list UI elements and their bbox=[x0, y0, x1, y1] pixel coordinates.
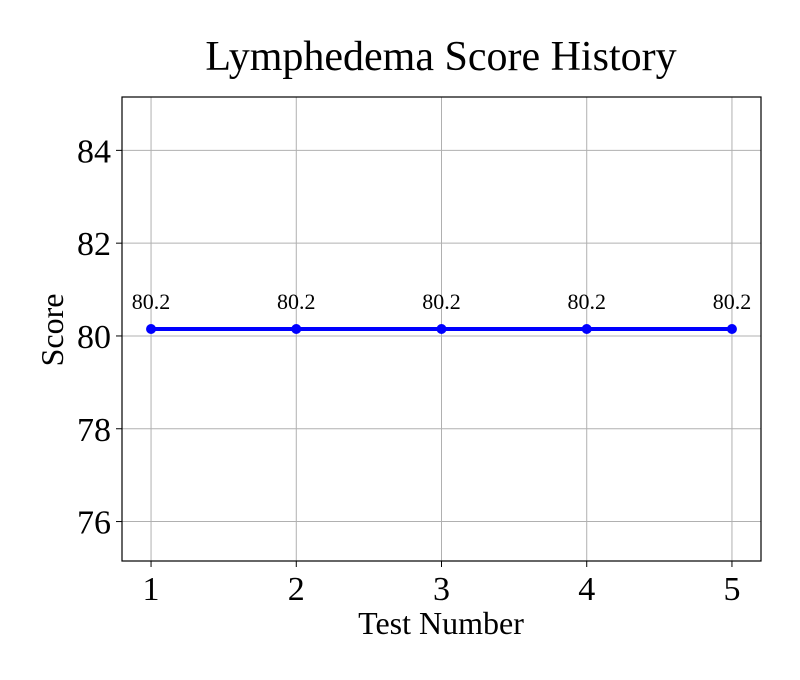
y-axis-label: Score bbox=[34, 294, 70, 367]
x-axis-label: Test Number bbox=[358, 605, 524, 641]
data-label: 80.2 bbox=[422, 289, 461, 314]
data-point bbox=[146, 324, 157, 334]
data-point bbox=[436, 324, 447, 334]
data-label: 80.2 bbox=[567, 289, 606, 314]
y-tick-label: 76 bbox=[77, 505, 111, 542]
data-point bbox=[726, 324, 737, 334]
data-point bbox=[581, 324, 592, 334]
data-label: 80.2 bbox=[713, 289, 752, 314]
y-tick-label: 84 bbox=[77, 133, 111, 170]
series-layer bbox=[146, 324, 737, 334]
x-tick-label: 5 bbox=[723, 571, 740, 608]
ticks: 1 2 3 4 5 76 78 80 82 84 bbox=[77, 133, 740, 608]
y-tick-label: 82 bbox=[77, 226, 111, 263]
x-tick-label: 3 bbox=[433, 571, 450, 608]
data-point bbox=[291, 324, 302, 334]
data-label: 80.2 bbox=[277, 289, 316, 314]
x-tick-label: 4 bbox=[578, 571, 595, 608]
x-tick-label: 2 bbox=[288, 571, 305, 608]
chart-title: Lymphedema Score History bbox=[205, 34, 676, 80]
x-tick-label: 1 bbox=[143, 571, 160, 608]
data-label: 80.2 bbox=[132, 289, 171, 314]
y-tick-label: 78 bbox=[77, 412, 111, 449]
data-labels: 80.2 80.2 80.2 80.2 80.2 bbox=[132, 289, 751, 314]
y-tick-label: 80 bbox=[77, 319, 111, 356]
